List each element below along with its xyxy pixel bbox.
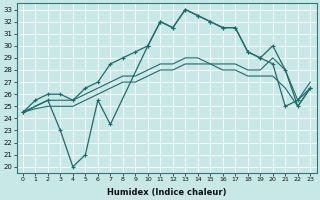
X-axis label: Humidex (Indice chaleur): Humidex (Indice chaleur) (107, 188, 226, 197)
